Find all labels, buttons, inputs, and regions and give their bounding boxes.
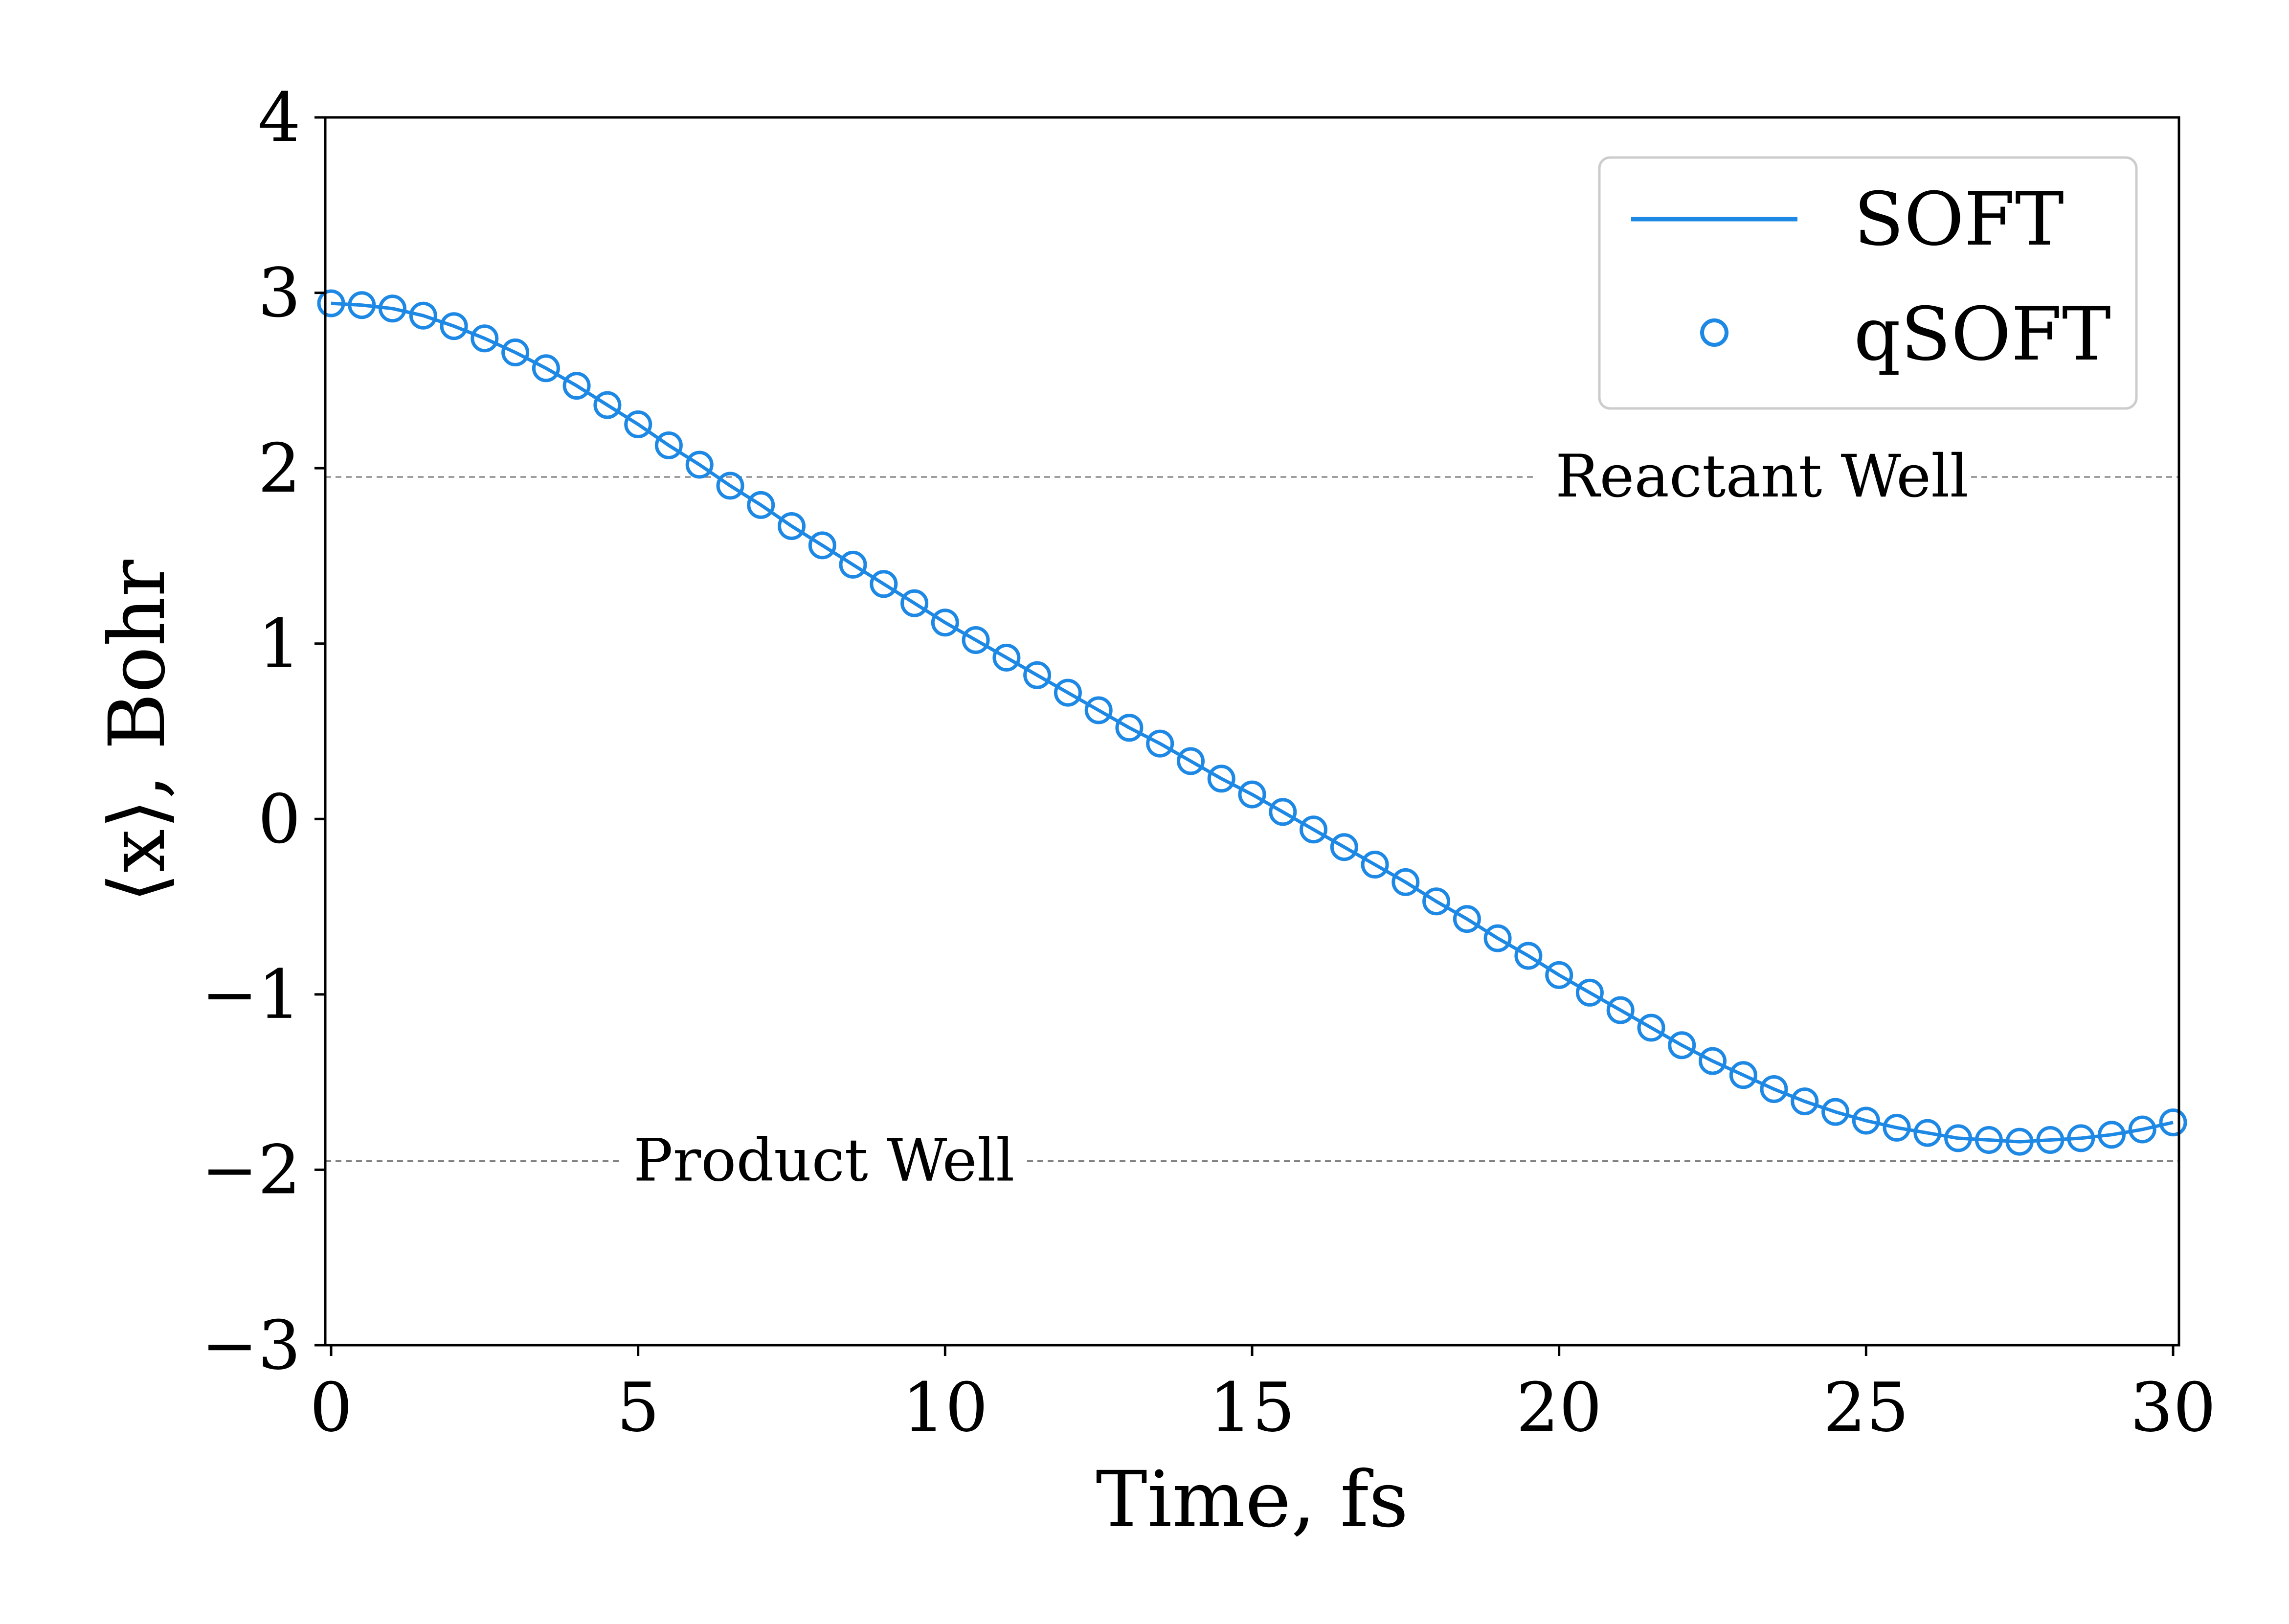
y-tick-label: 0 [258, 780, 301, 858]
qsoft-point [1668, 1031, 1696, 1060]
qsoft-point [992, 643, 1021, 672]
qsoft-point [1422, 887, 1451, 916]
x-tick-label: 10 [902, 1368, 988, 1447]
qsoft-point [839, 550, 867, 579]
y-tick-label: 1 [258, 605, 301, 683]
reference-line-label: Reactant Well [1555, 443, 1969, 511]
legend-label-qsoft: qSOFT [1854, 292, 2111, 377]
qsoft-point [1699, 1047, 1727, 1075]
x-tick-label: 25 [1823, 1368, 1909, 1447]
qsoft-point [1391, 868, 1420, 896]
qsoft-point [1483, 924, 1512, 952]
qsoft-point [1821, 1098, 1850, 1126]
qsoft-point [2159, 1108, 2187, 1137]
qsoft-point [348, 291, 376, 319]
qsoft-point [1361, 851, 1389, 879]
qsoft-point [471, 324, 499, 353]
qsoft-point [1913, 1119, 1942, 1147]
qsoft-point [1883, 1113, 1911, 1142]
qsoft-point [1760, 1075, 1788, 1103]
y-tick-label: −3 [202, 1306, 301, 1385]
qsoft-point [1300, 815, 1327, 844]
y-axis-title: ⟨x⟩, Bohr [92, 560, 182, 903]
qsoft-point [1514, 942, 1543, 970]
x-tick-label: 20 [1516, 1368, 1602, 1447]
qsoft-point [409, 301, 437, 330]
qsoft-point [747, 491, 775, 519]
y-tick-label: 3 [258, 254, 301, 333]
qsoft-point [1453, 905, 1481, 933]
soft-line [331, 301, 2174, 1144]
qsoft-point [624, 410, 652, 438]
legend-label-soft: SOFT [1854, 177, 2064, 262]
qsoft-point [440, 312, 468, 340]
x-tick-label: 15 [1209, 1368, 1295, 1447]
reference-lines: Reactant Well Product Well [325, 443, 2179, 1195]
qsoft-point [962, 626, 990, 654]
qsoft-point [1606, 996, 1635, 1024]
qsoft-point [1852, 1106, 1880, 1135]
qsoft-point [501, 338, 530, 366]
qsoft-point [808, 531, 836, 560]
x-axis-ticks: 0 5 10 15 20 25 30 [310, 1345, 2216, 1447]
qsoft-point [1637, 1014, 1665, 1042]
qsoft-point [654, 431, 683, 459]
qsoft-point [1084, 696, 1113, 724]
qsoft-point [870, 570, 898, 598]
qsoft-point [1575, 978, 1604, 1007]
qsoft-series [317, 289, 2187, 1156]
qsoft-point [1975, 1126, 2003, 1154]
x-axis-title: Time, fs [1096, 1455, 1408, 1545]
reference-line-label: Product Well [633, 1127, 1014, 1195]
qsoft-point [1177, 747, 1205, 775]
x-tick-label: 30 [2130, 1368, 2216, 1447]
qsoft-point [778, 512, 806, 540]
legend: SOFT qSOFT [1598, 156, 2138, 410]
qsoft-point [2067, 1124, 2095, 1152]
qsoft-point [1729, 1061, 1757, 1089]
legend-marker-swatch [1700, 318, 1728, 347]
qsoft-point [685, 451, 714, 479]
x-tick-label: 0 [310, 1368, 353, 1447]
qsoft-point [593, 391, 622, 419]
qsoft-point [1545, 961, 1573, 989]
qsoft-point [1115, 714, 1144, 742]
qsoft-point [562, 372, 591, 400]
qsoft-point [1330, 833, 1358, 861]
y-tick-label: −1 [202, 955, 301, 1034]
y-tick-label: −2 [202, 1130, 301, 1209]
qsoft-point [1791, 1087, 1819, 1116]
y-tick-label: 2 [258, 429, 301, 508]
qsoft-point [1146, 729, 1174, 758]
qsoft-point [1054, 678, 1082, 707]
y-axis-ticks: −3 −2 −1 0 1 2 3 4 [202, 78, 325, 1385]
qsoft-point [931, 609, 959, 637]
qsoft-point [1023, 661, 1052, 689]
qsoft-point [1944, 1124, 1973, 1152]
qsoft-point [1207, 765, 1235, 793]
qsoft-point [2098, 1121, 2126, 1149]
qsoft-point [900, 589, 929, 617]
qsoft-point [379, 294, 406, 323]
qsoft-point [2005, 1128, 2034, 1156]
qsoft-point [2128, 1115, 2156, 1144]
qsoft-point [1238, 780, 1266, 809]
x-tick-label: 5 [617, 1368, 660, 1447]
qsoft-point [532, 354, 560, 383]
qsoft-point [716, 472, 744, 500]
qsoft-point [1269, 798, 1297, 826]
y-tick-label: 4 [258, 78, 301, 157]
qsoft-point [2036, 1126, 2065, 1154]
qsoft-point [317, 289, 345, 317]
soft-series [331, 301, 2174, 1144]
